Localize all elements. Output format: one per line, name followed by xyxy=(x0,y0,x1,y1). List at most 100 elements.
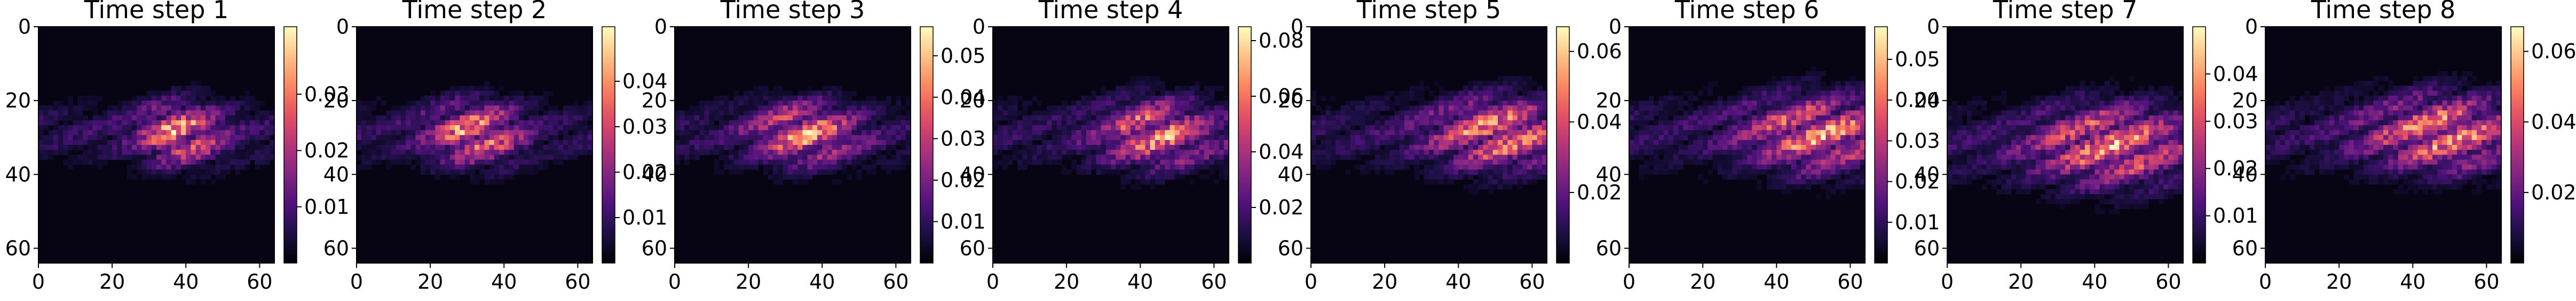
heatmap-cell xyxy=(748,90,754,96)
heatmap-cell xyxy=(587,140,593,145)
heatmap-cell xyxy=(195,86,201,91)
heatmap-cell xyxy=(1703,159,1708,165)
heatmap-cell xyxy=(524,169,529,175)
heatmap-cell xyxy=(1120,179,1126,185)
heatmap-cell xyxy=(455,135,460,141)
heatmap-cell xyxy=(1116,105,1121,111)
heatmap-cell xyxy=(1663,169,1669,175)
heatmap-cell xyxy=(533,130,539,136)
heatmap-cell xyxy=(509,150,515,156)
heatmap-cell xyxy=(1542,115,1547,121)
heatmap-cell xyxy=(225,135,231,141)
heatmap-cell xyxy=(797,110,803,116)
heatmap-cell xyxy=(533,145,539,150)
heatmap-cell xyxy=(1468,140,1474,145)
heatmap-cell xyxy=(1835,105,1841,111)
heatmap-cell xyxy=(563,120,568,126)
heatmap-cell xyxy=(871,125,877,130)
heatmap-cell xyxy=(1542,90,1547,96)
heatmap-cell xyxy=(1752,95,1758,101)
heatmap-cell xyxy=(77,159,83,165)
heatmap-cell xyxy=(896,125,902,130)
heatmap-cell xyxy=(842,140,847,145)
heatmap-cell xyxy=(357,155,362,160)
heatmap-cell xyxy=(1796,81,1801,87)
heatmap-cell xyxy=(509,105,515,111)
heatmap-cell xyxy=(513,159,519,165)
colorbar-tick-label: 0.06 xyxy=(1577,40,1622,63)
heatmap-cell xyxy=(361,150,367,156)
heatmap-cell xyxy=(255,150,260,156)
heatmap-cell xyxy=(151,90,157,96)
heatmap-cell xyxy=(141,145,147,150)
heatmap-cell xyxy=(1512,120,1518,126)
heatmap-cell xyxy=(1742,135,1748,141)
heatmap-cell xyxy=(1424,179,1429,185)
heatmap-cell xyxy=(836,159,842,165)
heatmap-cell xyxy=(489,150,495,156)
heatmap-cell xyxy=(543,120,549,126)
y-tick-label: 0 xyxy=(654,15,667,38)
heatmap-cell xyxy=(1047,105,1053,111)
heatmap-cell xyxy=(1522,86,1528,91)
heatmap-cell xyxy=(58,101,64,106)
heatmap-cell xyxy=(1678,105,1684,111)
heatmap-cell xyxy=(1165,169,1171,175)
heatmap-cell xyxy=(1155,95,1160,101)
heatmap-cell xyxy=(1796,174,1801,180)
heatmap-cell xyxy=(1414,140,1420,145)
heatmap-cell xyxy=(724,135,729,141)
heatmap-cell xyxy=(704,110,710,116)
heatmap-cell xyxy=(1727,159,1733,165)
heatmap-cell xyxy=(1150,155,1156,160)
heatmap-cell xyxy=(1801,105,1807,111)
heatmap-cells xyxy=(1629,66,1866,199)
heatmap-cell xyxy=(1223,169,1229,175)
heatmap-cell xyxy=(38,150,44,156)
heatmap-cell xyxy=(783,155,788,160)
heatmap-cell xyxy=(131,164,137,170)
heatmap-cell xyxy=(587,105,593,111)
heatmap-cell xyxy=(1463,140,1469,145)
heatmap-cell xyxy=(524,140,529,145)
heatmap-cell xyxy=(259,155,265,160)
heatmap-cell xyxy=(1806,110,1812,116)
heatmap-cell xyxy=(255,110,260,116)
heatmap-cell xyxy=(63,150,68,156)
heatmap-cell xyxy=(63,159,68,165)
heatmap-cell xyxy=(1776,145,1782,150)
heatmap-cell xyxy=(567,155,573,160)
heatmap-cell xyxy=(255,115,260,121)
heatmap-cell xyxy=(1160,90,1165,96)
heatmap-cell xyxy=(513,115,519,121)
heatmap-cell xyxy=(905,159,911,165)
heatmap-cell xyxy=(1826,125,1831,130)
heatmap-cell xyxy=(1811,135,1816,141)
heatmap-cell xyxy=(1791,155,1797,160)
heatmap-cell xyxy=(748,101,754,106)
heatmap-cell xyxy=(1052,130,1057,136)
heatmap-cell xyxy=(2148,90,2154,96)
heatmap-cell xyxy=(1458,110,1464,116)
heatmap-cell xyxy=(484,150,490,156)
heatmap-cell xyxy=(1678,115,1684,121)
heatmap-cell xyxy=(1811,101,1816,106)
heatmap-cell xyxy=(1355,101,1361,106)
heatmap-cell xyxy=(156,169,162,175)
heatmap-cell xyxy=(1360,120,1365,126)
heatmap-cell xyxy=(2050,90,2056,96)
heatmap-cell xyxy=(1776,90,1782,96)
heatmap-cell xyxy=(131,125,137,130)
heatmap-cell xyxy=(361,145,367,150)
heatmap-cell xyxy=(97,95,103,101)
heatmap-cell xyxy=(1781,125,1787,130)
heatmap-cell xyxy=(1981,105,1987,111)
heatmap-cell xyxy=(1503,125,1508,130)
heatmap-cell xyxy=(787,120,793,126)
heatmap-cell xyxy=(146,135,152,141)
heatmap-cell xyxy=(1130,105,1136,111)
heatmap-cell xyxy=(1791,169,1797,175)
heatmap-cell xyxy=(1189,110,1195,116)
y-tick-label: 0 xyxy=(1291,15,1303,38)
heatmap-cell xyxy=(1732,145,1738,150)
